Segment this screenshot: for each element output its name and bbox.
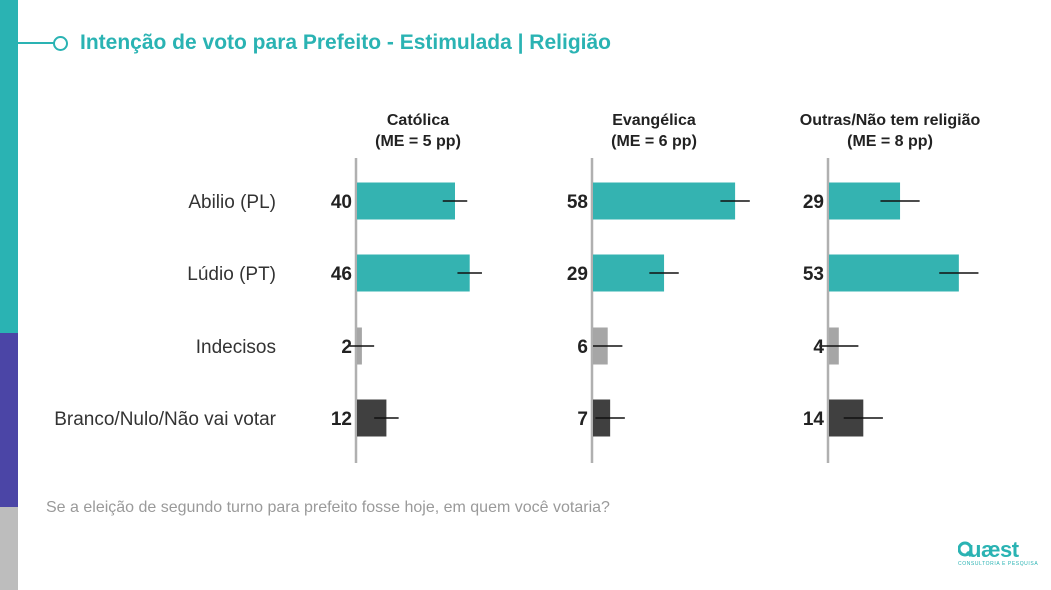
data-label: 29	[567, 264, 588, 285]
quaest-logo: uæst CONSULTORIA E PESQUISA	[958, 537, 1038, 569]
category-label: Lúdio (PT)	[187, 264, 276, 285]
data-label: 53	[803, 264, 824, 285]
quaest-logo-icon	[958, 541, 972, 557]
logo-wordmark: uæst	[968, 537, 1019, 562]
data-label: 12	[331, 409, 352, 430]
panel-title: Católica	[387, 112, 449, 129]
data-label: 6	[577, 337, 588, 358]
bar	[829, 254, 959, 292]
side-accent-teal	[0, 0, 18, 333]
panel-subtitle: (ME = 5 pp)	[375, 133, 461, 150]
title-decoration-circle	[53, 36, 68, 51]
side-accent-gray	[0, 507, 18, 590]
data-label: 4	[813, 337, 824, 358]
panel-subtitle: (ME = 8 pp)	[847, 133, 933, 150]
category-label: Indecisos	[196, 337, 276, 358]
data-label: 29	[803, 192, 824, 213]
data-label: 2	[341, 337, 352, 358]
side-accent-purple	[0, 333, 18, 507]
data-label: 7	[577, 409, 588, 430]
title-decoration-line	[18, 42, 54, 44]
page-title: Intenção de voto para Prefeito - Estimul…	[80, 31, 611, 54]
bar	[357, 254, 470, 292]
data-label: 40	[331, 192, 352, 213]
panel-title: Evangélica	[612, 112, 696, 129]
category-label: Abilio (PL)	[188, 192, 276, 213]
category-label: Branco/Nulo/Não vai votar	[54, 409, 276, 430]
survey-question: Se a eleição de segundo turno para prefe…	[46, 499, 610, 516]
bar	[593, 182, 736, 220]
data-label: 58	[567, 192, 588, 213]
bar	[357, 182, 455, 220]
panel-subtitle: (ME = 6 pp)	[611, 133, 697, 150]
logo-subtitle: CONSULTORIA E PESQUISA	[958, 561, 1039, 567]
panel-title: Outras/Não tem religião	[800, 112, 981, 129]
data-label: 14	[803, 409, 825, 430]
data-label: 46	[331, 264, 352, 285]
